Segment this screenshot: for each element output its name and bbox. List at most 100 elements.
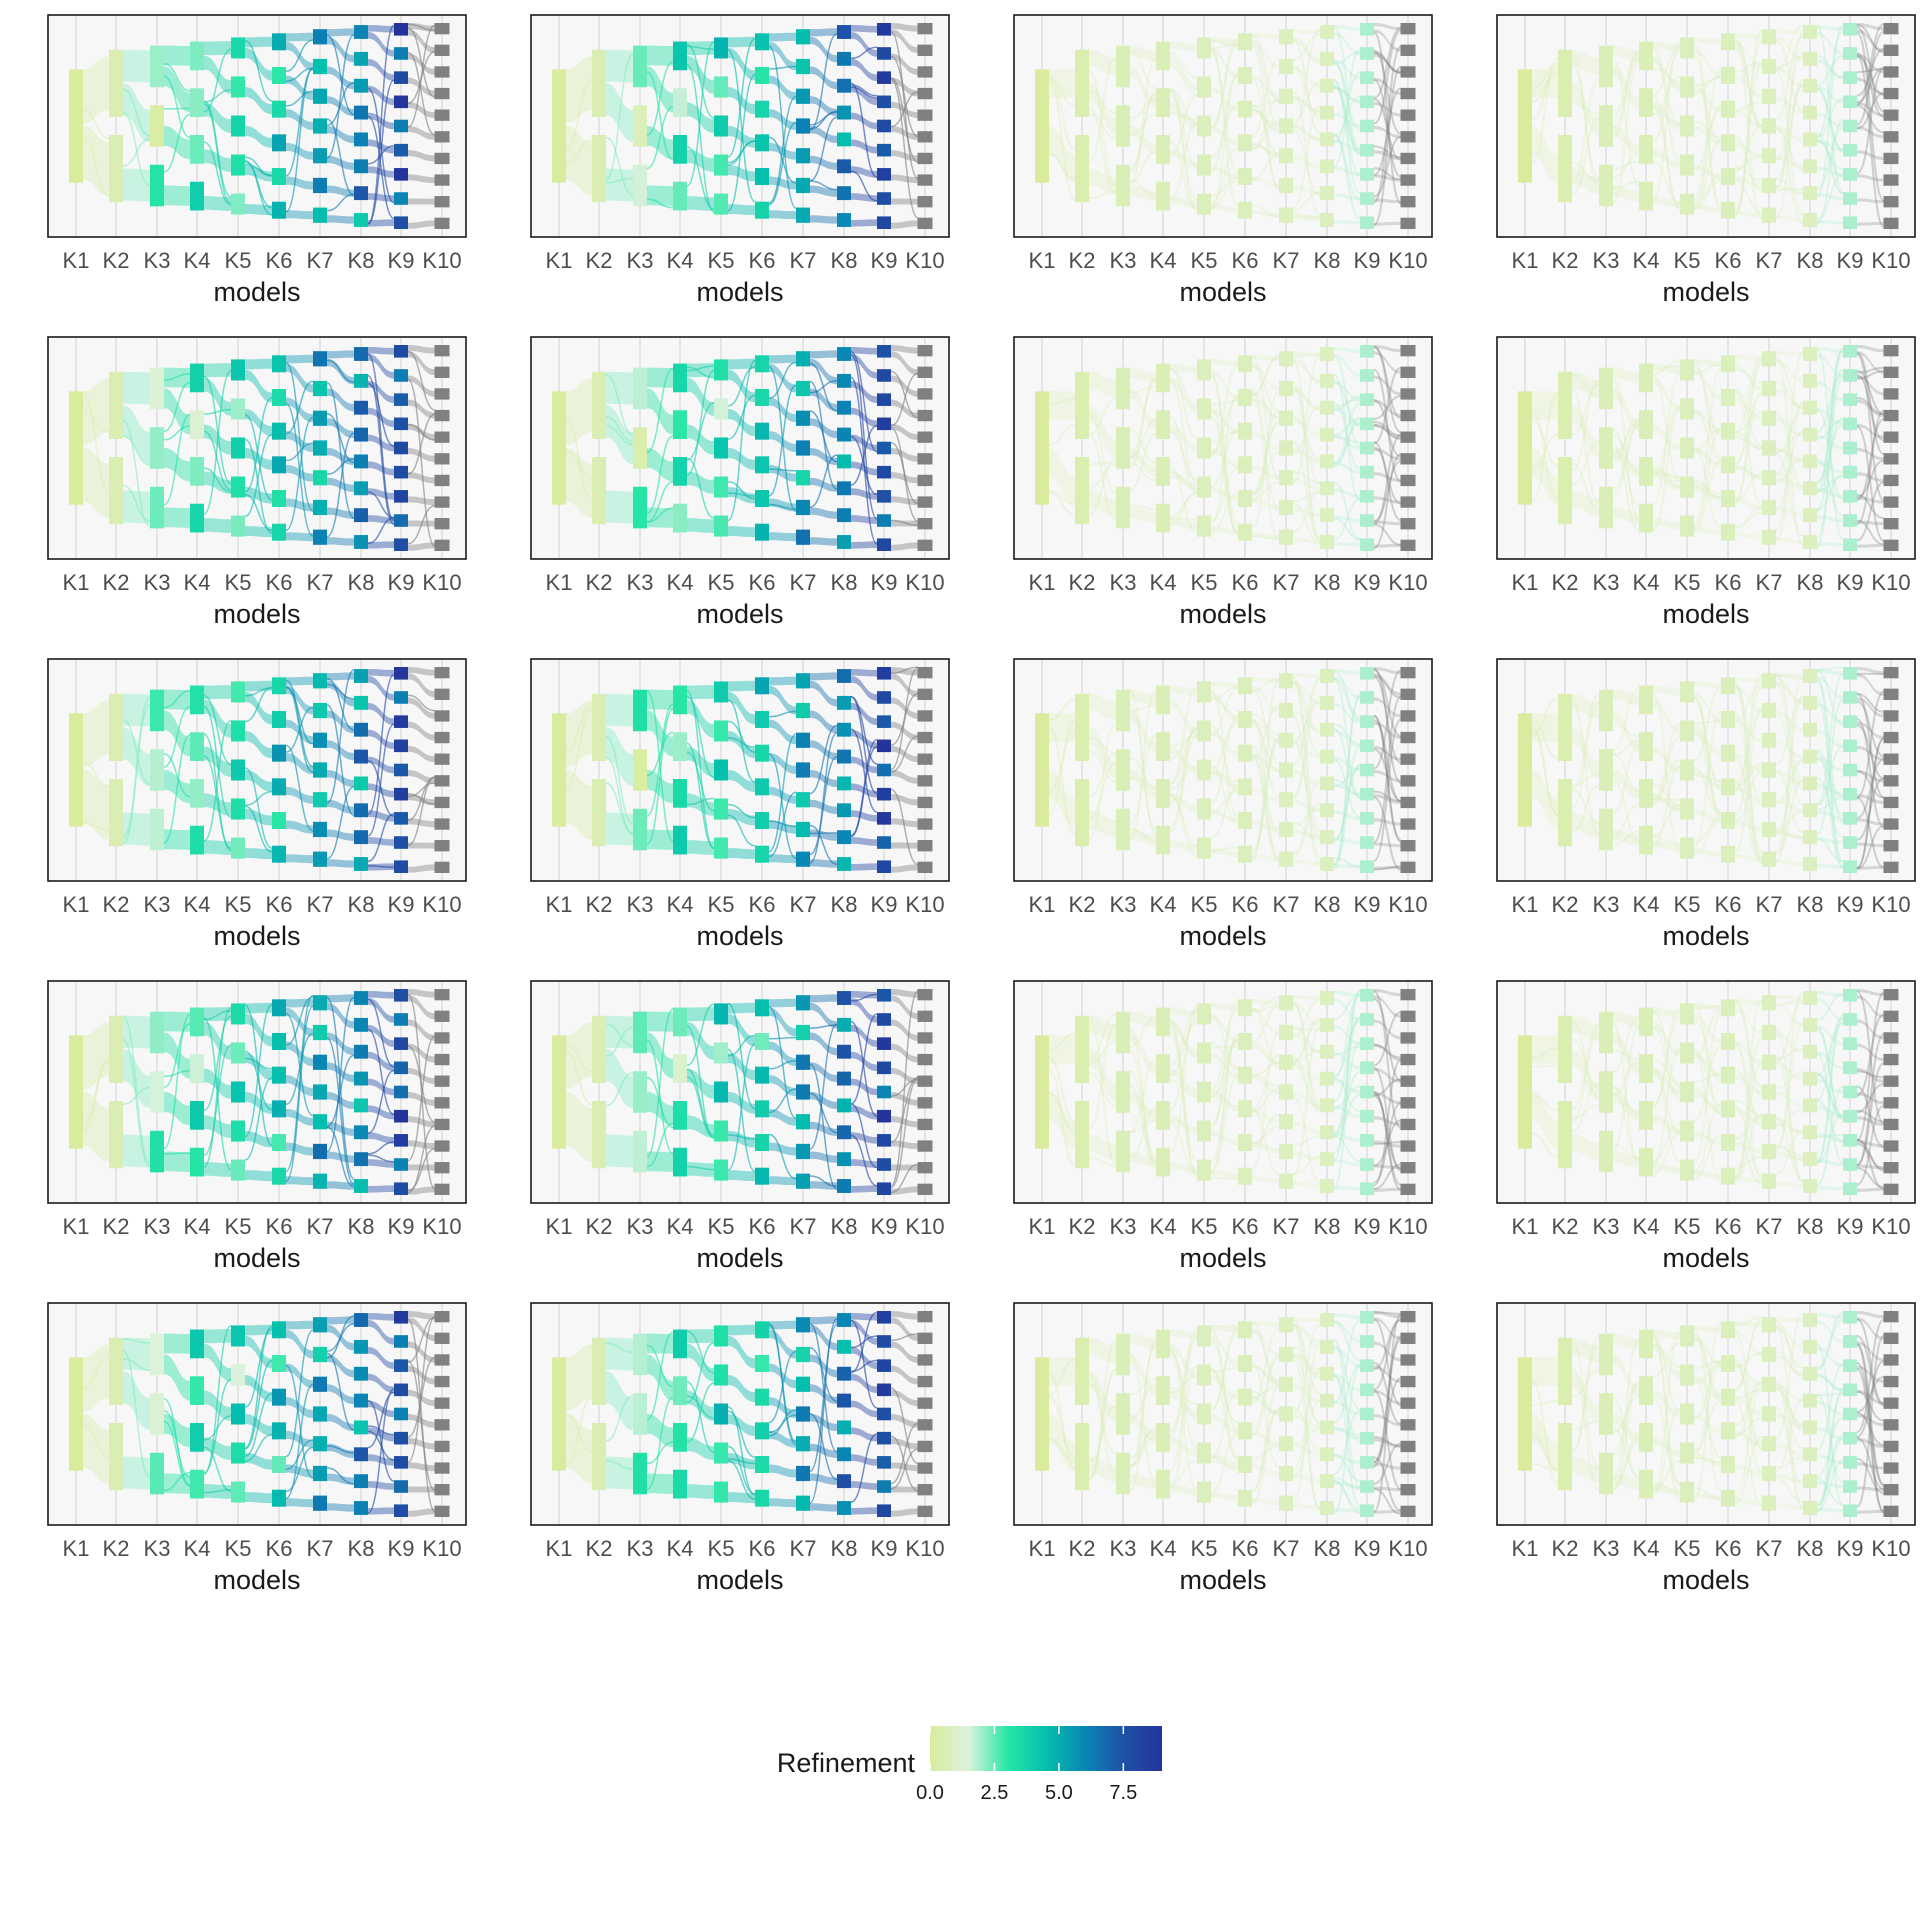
flow-link (890, 77, 919, 163)
flow-link (1334, 1051, 1360, 1070)
cluster-node (231, 681, 245, 703)
cluster-node (917, 539, 933, 551)
legend-title: Refinement (777, 1748, 916, 1778)
cluster-node (1360, 812, 1374, 825)
flow-link (1775, 84, 1804, 189)
x-tick-label: K8 (1797, 248, 1824, 273)
cluster-node (1238, 1388, 1252, 1406)
cluster-node (877, 989, 891, 1002)
cluster-node (796, 380, 810, 397)
flow-link (1252, 820, 1279, 832)
flow-link (245, 526, 272, 538)
flow-link (286, 1363, 313, 1389)
flow-link (769, 854, 796, 864)
cluster-node (1400, 1118, 1416, 1131)
cluster-node (1400, 710, 1416, 722)
flow-link (368, 1427, 394, 1442)
cluster-node (1762, 1436, 1776, 1452)
cluster-node (917, 409, 933, 422)
flow-link (1088, 750, 1117, 783)
flow-link (1817, 461, 1843, 474)
cluster-node (1360, 667, 1374, 680)
cluster-node (1558, 779, 1572, 847)
flow-link (686, 366, 715, 379)
cluster-node (633, 164, 647, 207)
cluster-node (394, 1109, 408, 1123)
cluster-node (313, 380, 327, 397)
cluster-node (1320, 749, 1334, 764)
cluster-node (272, 1100, 286, 1118)
flow-link (1334, 31, 1360, 56)
flow-link (1652, 1334, 1681, 1412)
flow-link (1210, 467, 1239, 522)
cluster-node (1320, 78, 1334, 93)
flow-link (1775, 1382, 1804, 1428)
flow-link (327, 155, 354, 170)
flow-link (407, 50, 436, 105)
flow-link (1211, 359, 1238, 367)
flow-link (1613, 1151, 1639, 1168)
flow-link (647, 689, 673, 710)
flow-link (1693, 1050, 1722, 1107)
flow-link (1334, 515, 1360, 523)
flow-link (1856, 1457, 1885, 1495)
flow-link (1170, 1390, 1197, 1418)
node-layer (1518, 1311, 1899, 1517)
cluster-node (633, 1130, 647, 1173)
cluster-node (1238, 677, 1252, 695)
cluster-node (1238, 388, 1252, 406)
flow-link (1734, 472, 1763, 502)
flow-link (1210, 39, 1239, 48)
cluster-node (1883, 196, 1899, 208)
cluster-node (313, 1346, 327, 1363)
cluster-node (313, 440, 327, 456)
x-tick-label: K9 (388, 248, 415, 273)
flow-link (1210, 686, 1239, 701)
cluster-node (1400, 1354, 1416, 1366)
cluster-node (1075, 1101, 1089, 1169)
flow-link (1816, 1374, 1844, 1392)
cluster-node (1197, 837, 1211, 859)
x-tick-label: K5 (708, 1214, 735, 1239)
flow-link (1169, 1387, 1198, 1405)
flow-link (1776, 1032, 1803, 1054)
x-tick-label: K6 (266, 1214, 293, 1239)
cluster-node (714, 720, 728, 742)
flow-link (727, 814, 756, 847)
cluster-node (313, 762, 327, 778)
cluster-node (837, 1393, 851, 1408)
flow-link (203, 89, 232, 103)
flow-link (1293, 507, 1320, 518)
cluster-node (796, 673, 810, 689)
flow-link (285, 1005, 314, 1183)
cluster-node (1762, 1024, 1776, 1041)
flow-link (1857, 1019, 1884, 1040)
node-layer (1518, 345, 1899, 551)
cluster-node (633, 486, 647, 529)
flow-link (1374, 865, 1401, 870)
flow-link (368, 997, 394, 1023)
flow-link (1210, 492, 1239, 535)
x-tick-label: K8 (1314, 1214, 1341, 1239)
flow-link (606, 812, 633, 846)
flow-link (1571, 1369, 1600, 1399)
flow-link (809, 454, 838, 508)
flow-link (1571, 462, 1600, 511)
flow-link (1293, 1324, 1320, 1349)
flow-link (566, 1414, 592, 1484)
flow-link (1211, 1170, 1238, 1179)
flow-link (1857, 1389, 1884, 1405)
flow-link (1210, 1015, 1239, 1069)
flow-link (1817, 1508, 1843, 1513)
node-layer (69, 345, 450, 551)
flow-link (1817, 729, 1843, 748)
flow-link (810, 36, 837, 63)
flow-link (1129, 419, 1157, 460)
cluster-node (1360, 47, 1374, 60)
cluster-node (714, 515, 728, 537)
flow-link (1612, 1016, 1640, 1073)
flow-link (647, 448, 673, 482)
cluster-node (1883, 87, 1899, 100)
cluster-node (434, 1354, 450, 1366)
flow-link (1333, 694, 1361, 866)
